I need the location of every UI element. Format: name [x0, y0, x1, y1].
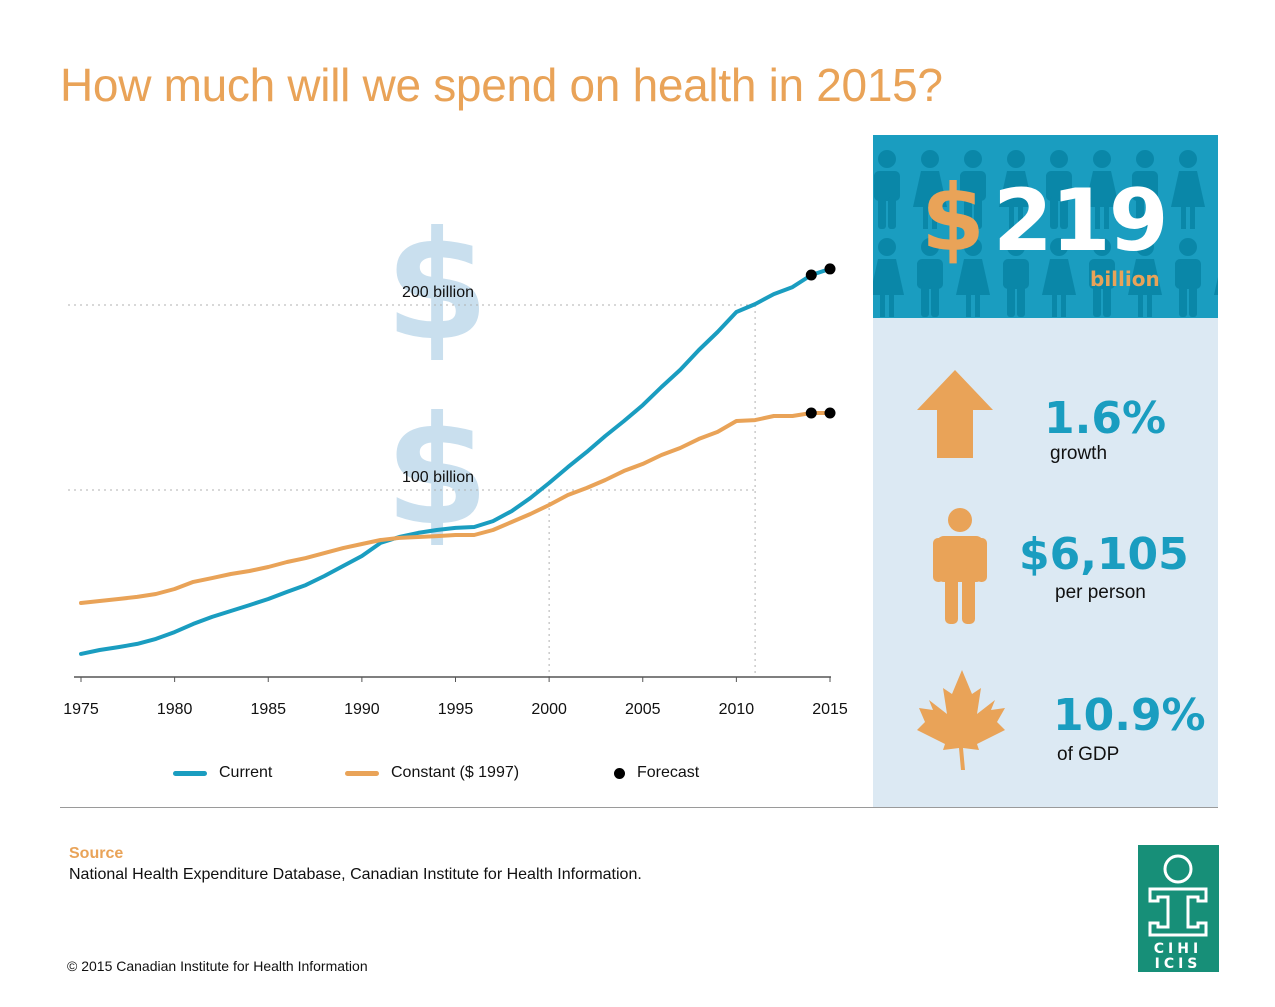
woman-figure-icon — [1214, 238, 1218, 317]
forecast-point — [824, 407, 836, 419]
woman-figure-icon — [1171, 150, 1205, 229]
gridline-label: 100 billion — [402, 469, 474, 486]
legend-item-constant: Constant ($ 1997) — [345, 764, 519, 782]
x-tick-label: 1975 — [63, 701, 99, 718]
forecast-point — [824, 263, 836, 275]
source-heading: Source — [69, 845, 124, 862]
man-figure-icon — [874, 150, 900, 229]
page-title: How much will we spend on health in 2015… — [60, 59, 943, 111]
per-person-label: per person — [1055, 582, 1146, 603]
x-tick-label: 1990 — [344, 701, 380, 718]
footer-divider — [60, 807, 1218, 808]
legend-swatch-current — [173, 770, 207, 776]
growth-label: growth — [1050, 443, 1108, 464]
legend-item-current: Current — [173, 764, 272, 782]
copyright: © 2015 Canadian Institute for Health Inf… — [67, 958, 368, 974]
person-icon — [933, 508, 987, 624]
logo-text-bottom: ICIS — [1155, 956, 1202, 972]
logo-text-top: CIHI — [1154, 941, 1202, 957]
cihi-logo-icon: CIHI ICIS — [1148, 854, 1208, 972]
headline-currency: $ — [921, 165, 986, 272]
headline-unit: billion — [1090, 267, 1160, 291]
x-tick-label: 2000 — [531, 701, 567, 718]
legend-label: Current — [219, 764, 273, 781]
legend-swatch-constant — [345, 770, 379, 776]
legend-dot-forecast — [614, 767, 625, 779]
per-person-value: $6,105 — [1019, 529, 1189, 580]
cihi-logo: CIHI ICIS — [1138, 845, 1219, 972]
x-tick-label: 2005 — [625, 701, 661, 718]
headline-banner: $ 219 billion — [873, 135, 1218, 318]
forecast-point — [805, 407, 817, 419]
legend-label: Forecast — [637, 764, 700, 781]
headline-amount: $ 219 — [921, 165, 1169, 272]
legend-item-forecast: Forecast — [614, 764, 699, 782]
x-tick-label: 2010 — [719, 701, 755, 718]
summary-panel: $ 219 billion 1.6% growth $6,105 per per… — [873, 135, 1218, 807]
man-figure-icon — [1175, 238, 1201, 317]
gdp-value: 10.9% — [1053, 690, 1206, 741]
forecast-point — [805, 269, 817, 281]
woman-figure-icon — [873, 238, 904, 317]
x-tick-label: 1995 — [438, 701, 474, 718]
growth-value: 1.6% — [1044, 393, 1167, 444]
series-line-current — [79, 266, 832, 656]
x-tick-label: 2015 — [812, 701, 848, 718]
x-tick-label: 1985 — [250, 701, 286, 718]
dollar-watermark-icon: $ — [385, 200, 489, 374]
legend-label: Constant ($ 1997) — [391, 764, 520, 781]
chart-legend: Current Constant ($ 1997) Forecast — [0, 764, 860, 788]
series-line-constant — [79, 411, 832, 605]
arrow-up-icon — [917, 370, 993, 458]
source-text: National Health Expenditure Database, Ca… — [69, 866, 642, 883]
gdp-label: of GDP — [1057, 744, 1120, 765]
maple-leaf-icon — [917, 670, 1005, 770]
gridline-label: 200 billion — [402, 284, 474, 301]
headline-value: 219 — [993, 171, 1169, 271]
x-tick-label: 1980 — [157, 701, 193, 718]
